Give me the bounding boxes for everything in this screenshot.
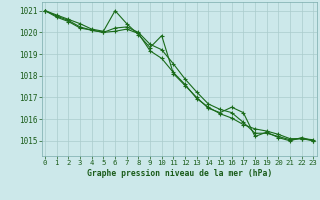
X-axis label: Graphe pression niveau de la mer (hPa): Graphe pression niveau de la mer (hPa) [87,169,272,178]
